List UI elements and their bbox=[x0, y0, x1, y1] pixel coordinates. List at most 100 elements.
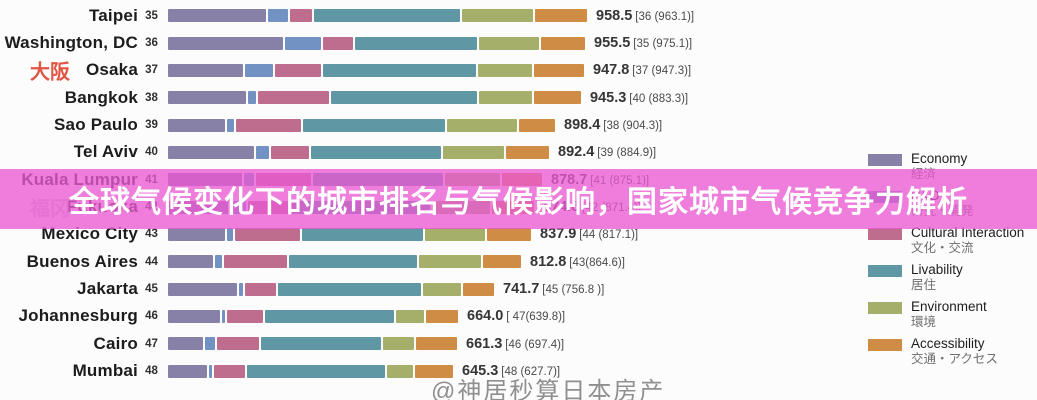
bar-segment-rnd bbox=[227, 227, 233, 241]
city-label-box: Bangkok bbox=[0, 88, 138, 108]
bar-segment-accessibility bbox=[535, 9, 587, 23]
city-name: Taipei bbox=[88, 5, 138, 25]
score-value: 645.3 [48 (627.7)] bbox=[462, 363, 561, 380]
bar-segment-cultural-interaction bbox=[214, 364, 245, 378]
city-label-box: Taipei bbox=[0, 6, 138, 26]
bar-segment-economy bbox=[168, 364, 207, 378]
score-previous: [48 (627.7)] bbox=[501, 366, 561, 379]
bar-segment-cultural-interaction bbox=[217, 337, 259, 351]
bar-segment-cultural-interaction bbox=[258, 91, 329, 105]
legend-item-livability: Livability 居住 bbox=[868, 262, 1024, 293]
bar-segment-cultural-interaction bbox=[236, 118, 301, 132]
score-previous: [43(864.6)] bbox=[569, 256, 625, 269]
score-previous: [45 (756.8 )] bbox=[542, 284, 605, 297]
bar-row: Cairo 47 661.3 [46 (697.4)] bbox=[0, 330, 694, 357]
score-previous: [44 (817.1)] bbox=[579, 229, 639, 242]
bar-segment-rnd bbox=[285, 36, 321, 50]
bar-segment-economy bbox=[168, 9, 266, 23]
legend-labels: Livability 居住 bbox=[911, 262, 963, 293]
city-rank: 45 bbox=[145, 283, 158, 296]
city-rank: 37 bbox=[145, 64, 158, 77]
score-previous: [38 (904.3)] bbox=[603, 120, 663, 133]
bar-segment-cultural-interaction bbox=[224, 255, 287, 269]
bar-row: Mexico City 43 837.9 [44 (817.1)] bbox=[0, 221, 694, 248]
bar-segment-environment bbox=[479, 36, 539, 50]
bar-segment-environment bbox=[387, 364, 413, 378]
city-label-box: Washington, DC bbox=[0, 33, 138, 53]
city-label-box: Johannesburg bbox=[0, 306, 138, 326]
bar-segment-environment bbox=[396, 309, 424, 323]
bar-segment-accessibility bbox=[541, 36, 585, 50]
bar-row: Bangkok 38 945.3 [40 (883.3)] bbox=[0, 84, 694, 111]
stacked-bar bbox=[168, 145, 549, 159]
city-name: Mexico City bbox=[41, 224, 138, 244]
legend-labels: Cultural Interaction 文化・交流 bbox=[911, 225, 1024, 256]
score-value: 812.8 [43(864.6)] bbox=[530, 253, 625, 270]
bar-segment-cultural-interaction bbox=[235, 227, 300, 241]
stacked-bar bbox=[168, 63, 584, 77]
legend-labels: Environment 環境 bbox=[911, 299, 987, 330]
city-rank: 40 bbox=[145, 146, 158, 159]
bar-segment-environment bbox=[443, 145, 504, 159]
legend-item-accessibility: Accessibility 交通・アクセス bbox=[868, 336, 1024, 367]
bar-segment-economy bbox=[168, 227, 225, 241]
city-rank: 46 bbox=[145, 310, 158, 323]
bar-segment-cultural-interaction bbox=[290, 9, 312, 23]
score-previous: [36 (963.1)] bbox=[635, 10, 695, 23]
bar-segment-livability bbox=[311, 145, 441, 159]
score-previous: [ 47(639.8)] bbox=[506, 311, 566, 324]
bar-segment-environment bbox=[447, 118, 517, 132]
stacked-bar bbox=[168, 364, 453, 378]
score-value: 892.4 [39 (884.9)] bbox=[558, 144, 657, 161]
city-name: Mumbai bbox=[72, 361, 138, 381]
bar-segment-rnd bbox=[268, 9, 288, 23]
legend-label-en: Accessibility bbox=[911, 336, 985, 351]
bar-segment-cultural-interaction bbox=[227, 309, 263, 323]
score-value: 958.5 [36 (963.1)] bbox=[596, 7, 695, 24]
score-value: 898.4 [38 (904.3)] bbox=[564, 117, 663, 134]
city-name: Bangkok bbox=[64, 87, 138, 107]
bar-segment-accessibility bbox=[487, 227, 531, 241]
bar-segment-accessibility bbox=[415, 364, 453, 378]
stacked-bar bbox=[168, 36, 585, 50]
bar-segment-accessibility bbox=[506, 145, 549, 159]
bar-segment-cultural-interaction bbox=[275, 63, 321, 77]
bar-segment-livability bbox=[303, 118, 445, 132]
city-name: Johannesburg bbox=[18, 306, 138, 326]
legend-swatch-environment bbox=[868, 302, 902, 314]
bar-segment-environment bbox=[383, 337, 414, 351]
bar-segment-accessibility bbox=[483, 255, 521, 269]
bar-row: Johannesburg 46 664.0[ 47(639.8)] bbox=[0, 303, 694, 330]
score-value: 664.0[ 47(639.8)] bbox=[467, 308, 566, 325]
bar-segment-cultural-interaction bbox=[245, 282, 276, 296]
bar-segment-economy bbox=[168, 337, 203, 351]
headline-overlay-band: 全球气候变化下的城市排名与气候影响，国家城市气候竞争力解析 bbox=[0, 169, 1037, 229]
legend-swatch-livability bbox=[868, 265, 902, 277]
bar-segment-economy bbox=[168, 282, 237, 296]
legend-label-en: Environment bbox=[911, 299, 987, 314]
legend-swatch-accessibility bbox=[868, 339, 902, 351]
bar-segment-livability bbox=[323, 63, 476, 77]
city-label-box: 大阪 Osaka bbox=[0, 60, 138, 84]
city-rank: 38 bbox=[145, 91, 158, 104]
bar-segment-livability bbox=[302, 227, 423, 241]
bar-segment-livability bbox=[289, 255, 417, 269]
city-rank: 39 bbox=[145, 119, 158, 132]
legend-labels: Accessibility 交通・アクセス bbox=[911, 336, 998, 367]
legend-swatch-economy bbox=[868, 154, 902, 166]
bar-segment-accessibility bbox=[463, 282, 494, 296]
city-name: Washington, DC bbox=[4, 33, 138, 53]
stacked-bar bbox=[168, 337, 457, 351]
city-rank: 36 bbox=[145, 37, 158, 50]
bar-segment-livability bbox=[261, 337, 381, 351]
bar-segment-rnd bbox=[222, 309, 225, 323]
bar-segment-economy bbox=[168, 118, 225, 132]
bar-segment-livability bbox=[355, 36, 477, 50]
score-previous: [37 (947.3)] bbox=[632, 65, 692, 78]
bar-segment-livability bbox=[331, 91, 477, 105]
bar-segment-accessibility bbox=[534, 63, 584, 77]
legend-item-cultural-interaction: Cultural Interaction 文化・交流 bbox=[868, 225, 1024, 256]
bar-row: Mumbai 48 645.3 [48 (627.7)] bbox=[0, 357, 694, 384]
bar-segment-environment bbox=[479, 91, 532, 105]
